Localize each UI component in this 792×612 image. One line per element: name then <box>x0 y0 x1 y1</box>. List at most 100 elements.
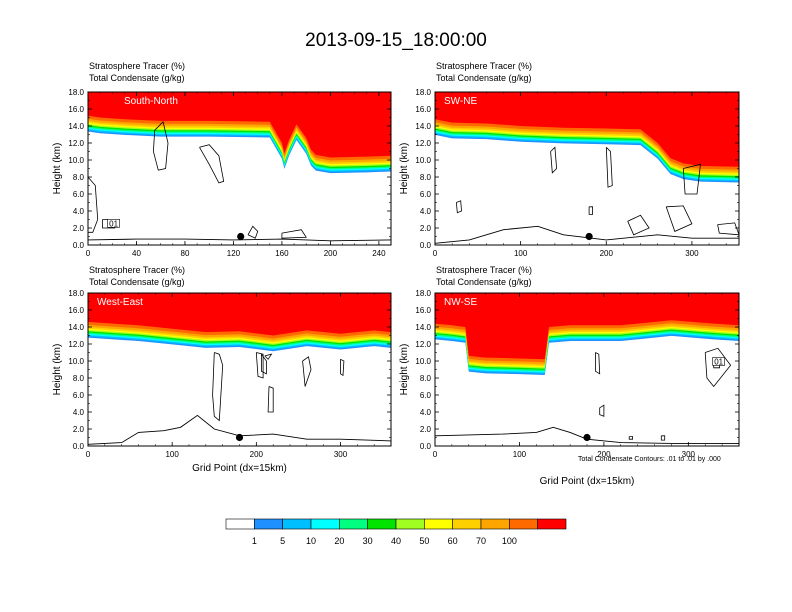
colorbar-label: 50 <box>419 536 429 546</box>
condensate-contour <box>212 352 224 422</box>
region-label: West-East <box>97 297 143 308</box>
x-tick-label: 240 <box>372 249 386 258</box>
condensate-contour <box>255 352 264 379</box>
colorbar-swatch <box>282 518 312 530</box>
panel3-header-condensate: Total Condensate (g/kg) <box>89 277 185 287</box>
condensate-contour <box>665 205 693 232</box>
y-tick-label: 16.0 <box>68 105 84 114</box>
x-tick-label: 300 <box>334 450 348 459</box>
condensate-contour <box>281 229 307 239</box>
condensate-contour <box>152 121 169 171</box>
x-tick-label: 0 <box>433 249 438 258</box>
y-tick-label: 16.0 <box>415 306 431 315</box>
panel-2: SW-NE 0.0 2.0 4.0 6.0 8.0 10.0 12.0 14.0 16.0 18.0… <box>399 88 740 258</box>
y-tick-label: 12.0 <box>68 139 84 148</box>
x-tick-label: 200 <box>250 450 264 459</box>
x-tick-label: 0 <box>433 450 438 459</box>
y-tick-label: 16.0 <box>415 105 431 114</box>
colorbar-swatch <box>537 518 567 530</box>
panel-2-plot <box>435 92 739 244</box>
y-tick-label: 10.0 <box>68 357 84 366</box>
location-marker <box>235 433 244 442</box>
region-label: South-North <box>124 96 178 107</box>
x-tick-label: 160 <box>275 249 289 258</box>
y-tick-label: 18.0 <box>415 88 431 97</box>
x-tick-label: 0 <box>86 450 91 459</box>
panel2-header-condensate: Total Condensate (g/kg) <box>436 73 532 83</box>
y-tick-label: 10.0 <box>415 156 431 165</box>
x-tick-label: 80 <box>181 249 190 258</box>
x-tick-label: 200 <box>600 249 614 258</box>
panel1-header-condensate: Total Condensate (g/kg) <box>89 73 185 83</box>
colorbar-swatch <box>395 518 425 530</box>
y-tick-label: 18.0 <box>68 289 84 298</box>
colorbar-label: 60 <box>448 536 458 546</box>
colorbar: 1 5 10 20 30 40 50 60 70 100 <box>225 518 567 546</box>
colorbar-swatch <box>254 518 283 530</box>
x-tick-label: 300 <box>685 249 699 258</box>
condensate-contour <box>605 147 613 188</box>
y-tick-label: 16.0 <box>68 306 84 315</box>
y-tick-label: 4.0 <box>420 408 432 417</box>
x-tick-label: 300 <box>682 450 696 459</box>
condensate-contour <box>247 225 259 239</box>
y-tick-label: 4.0 <box>420 207 432 216</box>
x-tick-label: 0 <box>86 249 91 258</box>
y-tick-label: 12.0 <box>415 139 431 148</box>
colorbar-label: 70 <box>476 536 486 546</box>
y-axis-title: Height (km) <box>52 143 63 195</box>
panel4-header-tracer: Stratosphere Tracer (%) <box>436 265 533 275</box>
y-tick-label: 14.0 <box>68 122 84 131</box>
panel-4-plot <box>435 293 739 444</box>
panel2-header-tracer: Stratosphere Tracer (%) <box>436 61 533 71</box>
y-tick-label: 14.0 <box>68 323 84 332</box>
y-tick-label: 10.0 <box>68 156 84 165</box>
surface-contour <box>88 414 391 445</box>
condensate-contour <box>340 358 345 377</box>
condensate-contour <box>717 222 739 236</box>
surface-contour <box>435 426 739 444</box>
y-tick-label: 8.0 <box>420 374 432 383</box>
condensate-contour <box>704 347 732 388</box>
y-tick-label: 4.0 <box>73 408 85 417</box>
colorbar-swatch <box>480 518 510 530</box>
colorbar-swatch <box>339 518 368 530</box>
y-tick-label: 6.0 <box>420 190 432 199</box>
x-tick-label: 100 <box>514 249 528 258</box>
condensate-contour <box>88 176 99 233</box>
x-tick-label: 120 <box>227 249 241 258</box>
panel3-header-tracer: Stratosphere Tracer (%) <box>89 265 186 275</box>
y-tick-label: 0.0 <box>73 241 85 250</box>
y-tick-label: 14.0 <box>415 323 431 332</box>
colorbar-swatch <box>225 518 255 530</box>
condensate-contour <box>267 386 274 413</box>
condensate-contour <box>588 206 593 215</box>
colorbar-label: 5 <box>280 536 285 546</box>
tracer-layer <box>88 293 391 336</box>
surface-contour <box>435 225 739 244</box>
condensate-contour <box>261 353 267 375</box>
colorbar-swatch <box>509 518 538 530</box>
colorbar-swatch <box>424 518 453 530</box>
y-tick-label: 14.0 <box>415 122 431 131</box>
condensate-contour <box>595 352 601 375</box>
y-tick-label: 8.0 <box>73 173 85 182</box>
condensate-contour <box>264 353 273 360</box>
x-axis-title: Grid Point (dx=15km) <box>540 476 635 487</box>
y-tick-label: 18.0 <box>68 88 84 97</box>
region-label: SW-NE <box>444 96 477 107</box>
y-axis-title: Height (km) <box>52 344 63 396</box>
tracer-layer <box>435 293 739 360</box>
y-tick-label: 2.0 <box>420 224 432 233</box>
location-marker <box>583 433 591 442</box>
colorbar-label: 10 <box>306 536 316 546</box>
contour-label-box <box>712 357 725 366</box>
colorbar-swatch <box>367 518 397 530</box>
y-tick-label: 6.0 <box>73 190 85 199</box>
main-title: 2013-09-15_18:00:00 <box>305 30 487 51</box>
x-tick-label: 100 <box>165 450 179 459</box>
panel-1: South-North 0.0 2.0 4.0 6.0 8.0 10.0 12.0 14.0 16… <box>52 88 392 258</box>
panel-1-plot <box>88 92 391 242</box>
x-tick-label: 100 <box>513 450 527 459</box>
